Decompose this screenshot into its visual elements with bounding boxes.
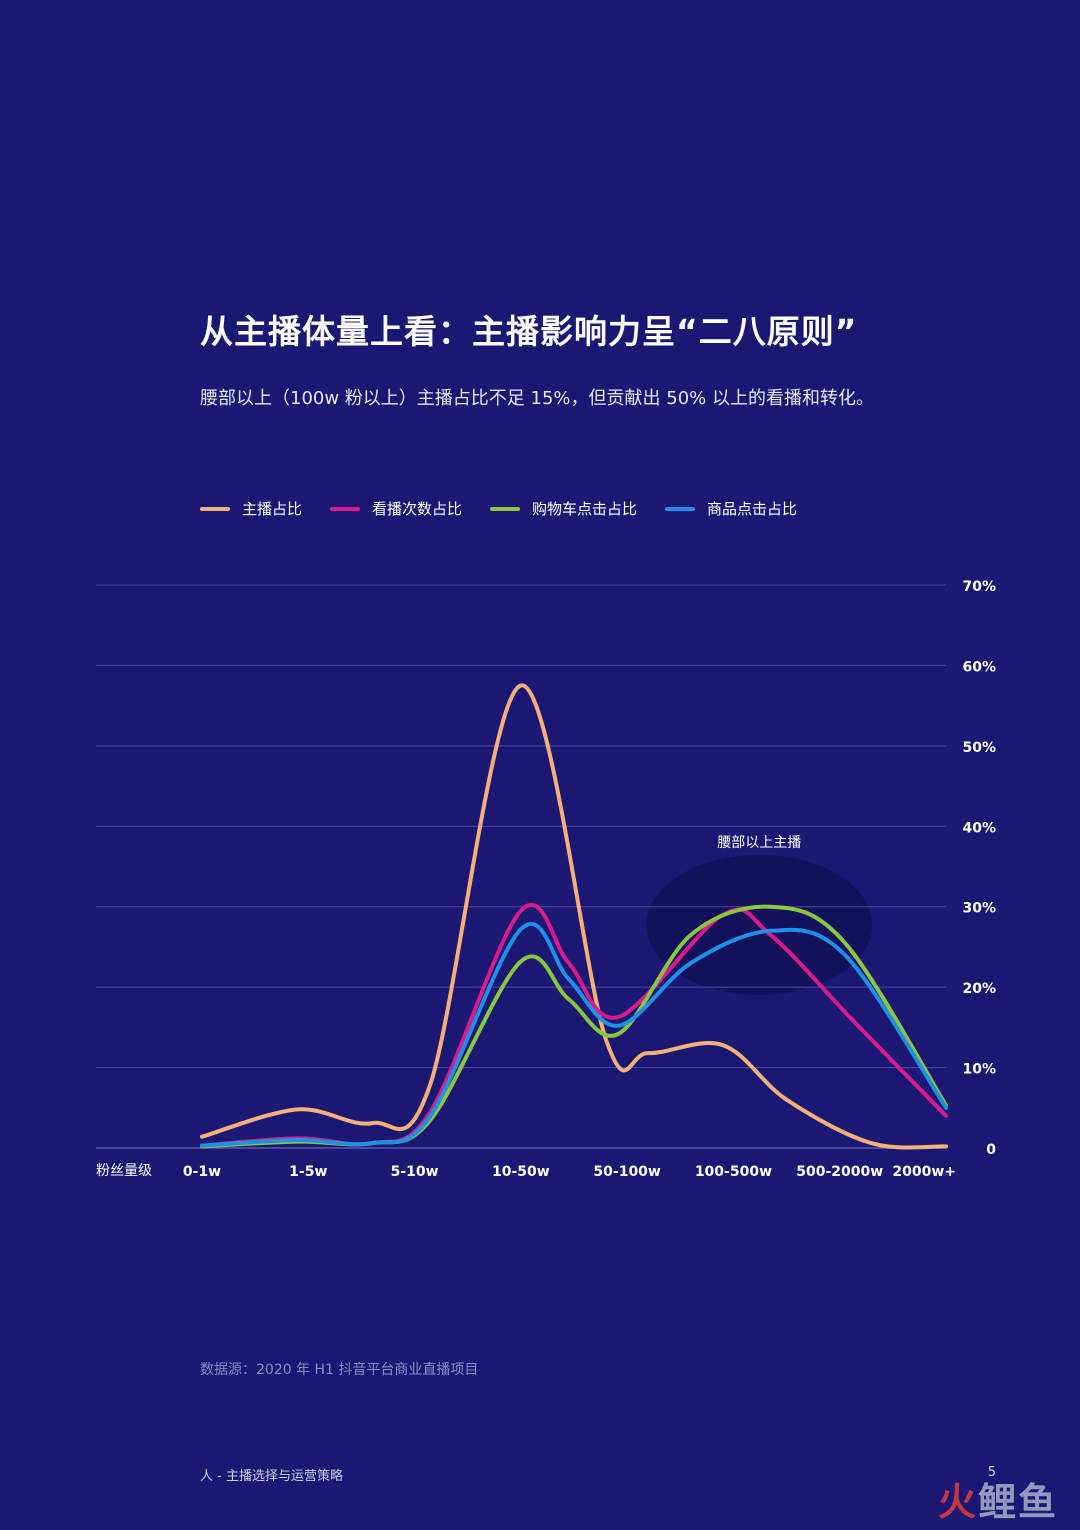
- y-tick-label: 20%: [962, 981, 996, 997]
- series-line-0: [200, 683, 948, 1150]
- page-title: 从主播体量上看：主播影响力呈“二八原则”: [200, 312, 858, 351]
- y-tick-label: 10%: [962, 1062, 996, 1078]
- series-line-3: [200, 921, 948, 1148]
- legend-swatch-views-share: [330, 506, 361, 511]
- x-tick-label: 100-500w: [695, 1164, 772, 1180]
- legend-label: 购物车点击占比: [532, 500, 638, 518]
- watermark-part1: 火: [937, 1480, 978, 1524]
- legend-swatch-product-click-share: [665, 506, 696, 511]
- legend-item-cart-click-share: 购物车点击占比: [490, 498, 637, 519]
- x-axis-label: 粉丝量级: [96, 1163, 152, 1179]
- x-tick-label: 10-50w: [492, 1164, 550, 1180]
- chart-legend: 主播占比 看播次数占比 购物车点击占比 商品点击占比: [200, 498, 797, 519]
- legend-swatch-cart-click-share: [490, 506, 521, 511]
- legend-item-anchor-share: 主播占比: [200, 498, 302, 519]
- y-tick-label: 30%: [962, 901, 996, 917]
- legend-swatch-anchor-share: [200, 506, 230, 511]
- legend-label: 商品点击占比: [707, 500, 798, 518]
- x-tick-label: 0-1w: [183, 1164, 221, 1180]
- y-tick-label: 70%: [962, 579, 996, 595]
- y-tick-label: 40%: [962, 820, 996, 836]
- legend-item-product-click-share: 商品点击占比: [665, 498, 797, 519]
- legend-item-views-share: 看播次数占比: [330, 498, 462, 519]
- x-tick-label: 500-2000w: [796, 1164, 883, 1180]
- x-tick-label: 1-5w: [289, 1164, 327, 1180]
- legend-label: 主播占比: [242, 500, 303, 518]
- y-tick-label: 0: [986, 1142, 996, 1158]
- y-tick-label: 50%: [962, 740, 996, 756]
- annotation-label: 腰部以上主播: [717, 835, 801, 851]
- page-number: 5: [987, 1465, 996, 1480]
- footer-text: 人 - 主播选择与运营策略: [200, 1469, 343, 1484]
- y-tick-label: 60%: [962, 659, 996, 675]
- watermark-logo: 火鲤鱼: [938, 1471, 1058, 1526]
- x-tick-label: 2000w+: [892, 1164, 956, 1180]
- x-tick-label: 5-10w: [391, 1164, 439, 1180]
- page-subtitle: 腰部以上（100w 粉以上）主播占比不足 15%，但贡献出 50% 以上的看播和…: [200, 388, 874, 409]
- watermark-part2: 鲤鱼: [977, 1480, 1058, 1524]
- legend-label: 看播次数占比: [372, 500, 463, 518]
- data-source-note: 数据源：2020 年 H1 抖音平台商业直播项目: [200, 1362, 479, 1378]
- x-tick-label: 50-100w: [593, 1164, 661, 1180]
